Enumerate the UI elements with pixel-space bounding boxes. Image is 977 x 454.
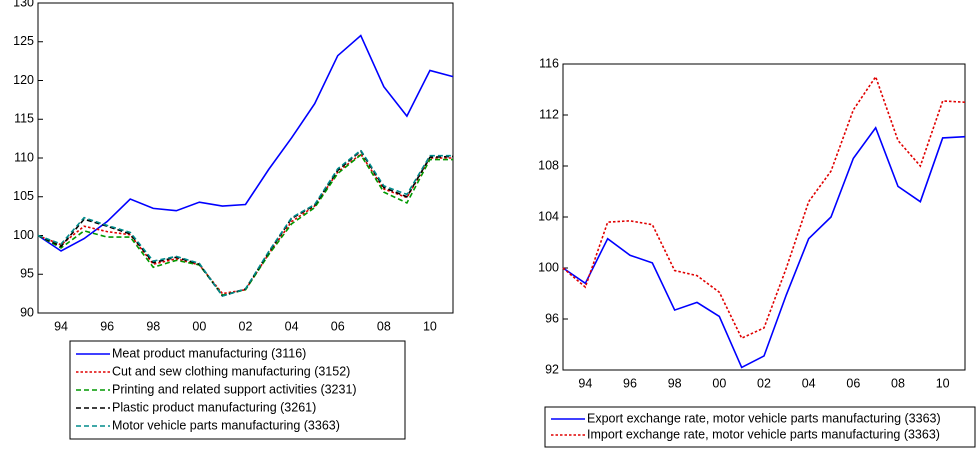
x-tick-label: 96	[100, 319, 114, 333]
x-tick-label: 08	[891, 376, 905, 390]
series-line	[562, 74, 966, 340]
y-tick-label: 100	[13, 228, 34, 242]
x-tick-label: 98	[146, 319, 160, 333]
x-tick-label: 02	[239, 319, 253, 333]
x-tick-label: 00	[192, 319, 206, 333]
y-tick-label: 100	[538, 260, 559, 274]
legend-box	[69, 340, 406, 440]
series-line	[37, 149, 453, 297]
x-tick-label: 08	[377, 319, 391, 333]
legend-box	[544, 406, 976, 448]
series-line	[562, 126, 966, 369]
x-tick-label: 94	[578, 376, 592, 390]
x-tick-label: 94	[54, 319, 68, 333]
legend-label: Meat product manufacturing (3116)	[112, 346, 306, 360]
x-tick-label: 06	[846, 376, 860, 390]
plot-frame	[37, 2, 454, 314]
legend-label: Export exchange rate, motor vehicle part…	[587, 411, 941, 425]
plot-frame	[562, 63, 966, 371]
y-tick-label: 96	[545, 311, 559, 325]
x-tick-label: 10	[423, 319, 437, 333]
x-tick-label: 96	[623, 376, 637, 390]
y-tick-label: 112	[539, 107, 559, 121]
x-tick-label: 06	[331, 319, 345, 333]
x-tick-label: 98	[668, 376, 682, 390]
x-tick-label: 04	[802, 376, 816, 390]
legend-label: Printing and related support activities …	[112, 382, 357, 396]
y-tick-label: 116	[539, 56, 559, 70]
legend-label: Plastic product manufacturing (3261)	[112, 400, 316, 414]
y-tick-label: 105	[13, 189, 34, 203]
y-tick-label: 130	[13, 0, 34, 9]
y-tick-label: 120	[13, 73, 34, 87]
legend-label: Cut and sew clothing manufacturing (3152…	[112, 364, 350, 378]
x-tick-label: 00	[712, 376, 726, 390]
y-tick-label: 125	[13, 34, 34, 48]
y-tick-label: 90	[20, 305, 34, 319]
y-tick-label: 108	[538, 158, 559, 172]
y-tick-label: 95	[20, 267, 34, 281]
y-tick-label: 92	[545, 362, 559, 376]
series-line	[37, 152, 453, 295]
x-tick-label: 04	[285, 319, 299, 333]
legend-label: Motor vehicle parts manufacturing (3363)	[112, 418, 340, 432]
series-line	[37, 34, 454, 252]
y-tick-label: 104	[538, 209, 559, 223]
legend-label: Import exchange rate, motor vehicle part…	[587, 427, 940, 441]
x-tick-label: 10	[936, 376, 950, 390]
series-line	[37, 153, 453, 297]
x-tick-label: 02	[757, 376, 771, 390]
y-tick-label: 110	[14, 150, 34, 164]
y-tick-label: 115	[14, 112, 34, 126]
